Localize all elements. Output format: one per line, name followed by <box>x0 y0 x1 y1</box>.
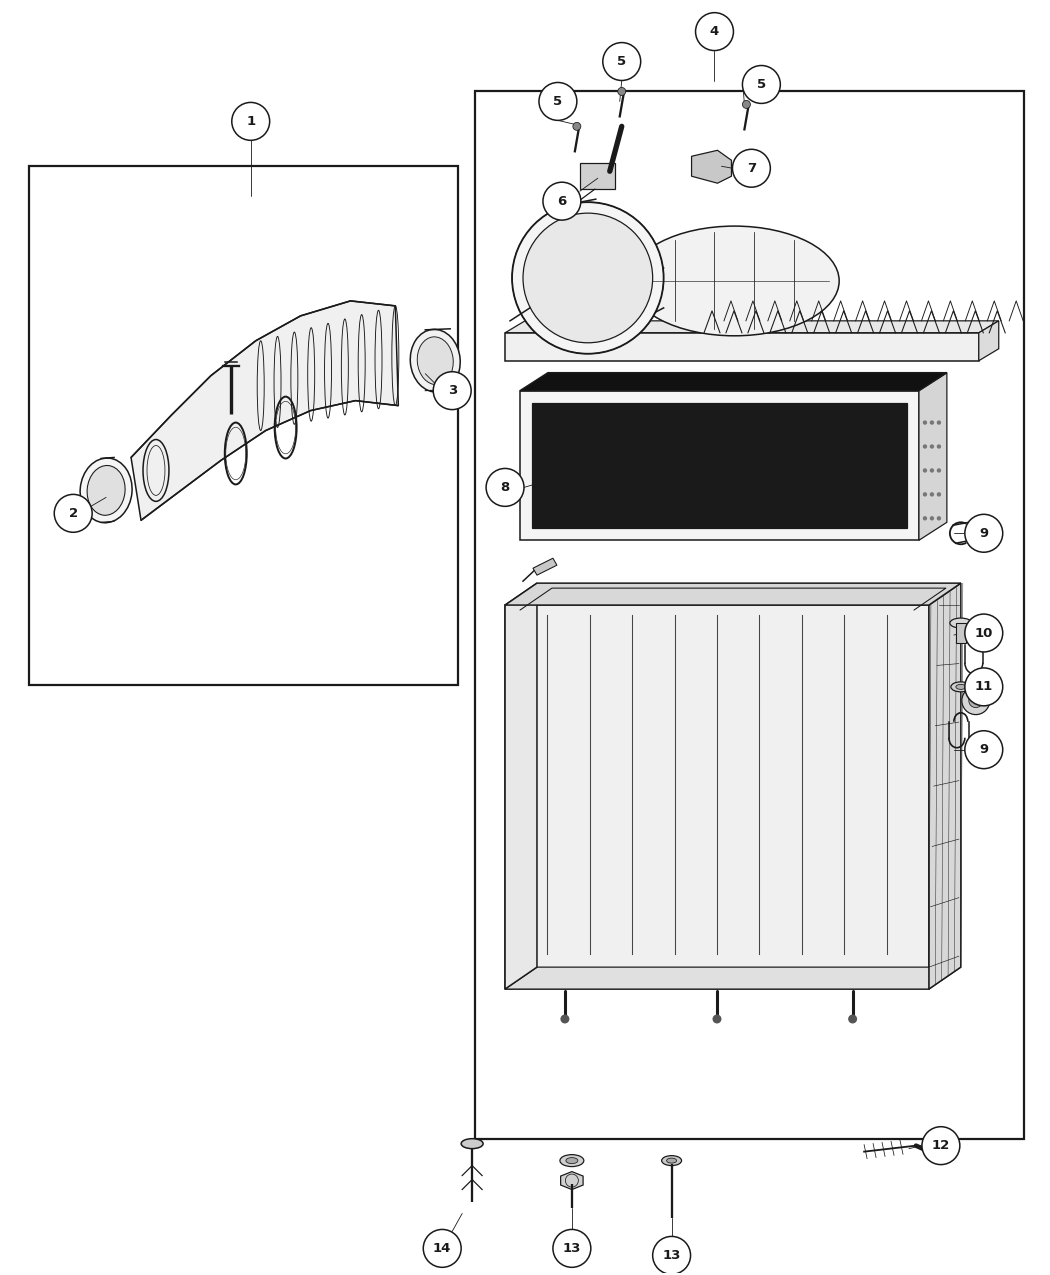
Circle shape <box>937 421 941 425</box>
Polygon shape <box>520 390 919 541</box>
Circle shape <box>423 1229 461 1267</box>
Polygon shape <box>505 321 999 333</box>
Ellipse shape <box>560 1155 584 1167</box>
Circle shape <box>512 203 664 353</box>
Text: 7: 7 <box>747 162 756 175</box>
Ellipse shape <box>630 226 839 335</box>
Text: 9: 9 <box>980 527 988 539</box>
FancyBboxPatch shape <box>956 623 966 643</box>
Polygon shape <box>561 1172 583 1190</box>
Text: 4: 4 <box>710 26 719 38</box>
Ellipse shape <box>950 618 972 629</box>
Text: 3: 3 <box>447 384 457 397</box>
Circle shape <box>434 372 471 409</box>
Circle shape <box>653 1237 691 1274</box>
Circle shape <box>923 421 927 425</box>
Polygon shape <box>532 403 907 528</box>
Circle shape <box>733 149 771 187</box>
Polygon shape <box>131 301 398 520</box>
Circle shape <box>929 516 934 520</box>
Circle shape <box>929 468 934 473</box>
Ellipse shape <box>417 337 454 385</box>
Polygon shape <box>505 583 537 989</box>
Polygon shape <box>580 163 614 189</box>
Circle shape <box>573 122 581 130</box>
Circle shape <box>603 42 640 80</box>
Ellipse shape <box>667 1158 676 1163</box>
Text: 13: 13 <box>663 1248 680 1262</box>
Circle shape <box>937 492 941 496</box>
Text: 14: 14 <box>433 1242 452 1255</box>
Circle shape <box>969 694 983 708</box>
Text: 10: 10 <box>974 626 993 640</box>
Polygon shape <box>979 321 999 361</box>
Text: 1: 1 <box>246 115 255 128</box>
Circle shape <box>937 468 941 473</box>
Polygon shape <box>929 583 961 989</box>
Circle shape <box>922 1127 960 1164</box>
Circle shape <box>742 65 780 103</box>
Ellipse shape <box>951 682 971 692</box>
Ellipse shape <box>566 1158 578 1164</box>
Circle shape <box>929 421 934 425</box>
Text: 5: 5 <box>617 55 626 68</box>
Polygon shape <box>533 558 556 575</box>
Circle shape <box>561 1015 569 1024</box>
Polygon shape <box>520 372 947 390</box>
Circle shape <box>923 444 927 449</box>
Text: 12: 12 <box>931 1139 950 1153</box>
Text: 11: 11 <box>974 681 993 694</box>
Circle shape <box>923 516 927 520</box>
Ellipse shape <box>662 1155 681 1165</box>
Text: 13: 13 <box>563 1242 581 1255</box>
Text: 5: 5 <box>757 78 765 91</box>
Circle shape <box>713 1015 721 1024</box>
Circle shape <box>55 495 92 532</box>
Circle shape <box>929 492 934 496</box>
Ellipse shape <box>411 329 460 393</box>
Polygon shape <box>505 606 929 989</box>
Polygon shape <box>505 583 961 606</box>
Circle shape <box>543 182 581 221</box>
Circle shape <box>695 13 734 51</box>
Circle shape <box>965 615 1003 652</box>
Ellipse shape <box>461 1139 483 1149</box>
Circle shape <box>965 668 1003 706</box>
Text: 6: 6 <box>558 195 567 208</box>
Text: 5: 5 <box>553 94 563 108</box>
Circle shape <box>523 213 653 343</box>
Polygon shape <box>919 372 947 541</box>
Circle shape <box>232 102 270 140</box>
Circle shape <box>965 731 1003 769</box>
Circle shape <box>923 492 927 496</box>
Text: 8: 8 <box>501 481 509 493</box>
Circle shape <box>937 444 941 449</box>
Polygon shape <box>505 968 961 989</box>
Text: 9: 9 <box>980 743 988 756</box>
Circle shape <box>937 516 941 520</box>
Circle shape <box>929 444 934 449</box>
Polygon shape <box>692 150 732 184</box>
Circle shape <box>617 88 626 96</box>
Circle shape <box>742 101 751 108</box>
Polygon shape <box>505 333 979 361</box>
Circle shape <box>553 1229 591 1267</box>
Circle shape <box>962 687 990 714</box>
Ellipse shape <box>87 465 125 515</box>
Circle shape <box>539 83 576 120</box>
Circle shape <box>965 514 1003 552</box>
Text: 2: 2 <box>68 507 78 520</box>
Circle shape <box>923 468 927 473</box>
Ellipse shape <box>80 458 132 523</box>
Ellipse shape <box>956 685 966 690</box>
Circle shape <box>848 1015 857 1024</box>
Circle shape <box>486 468 524 506</box>
